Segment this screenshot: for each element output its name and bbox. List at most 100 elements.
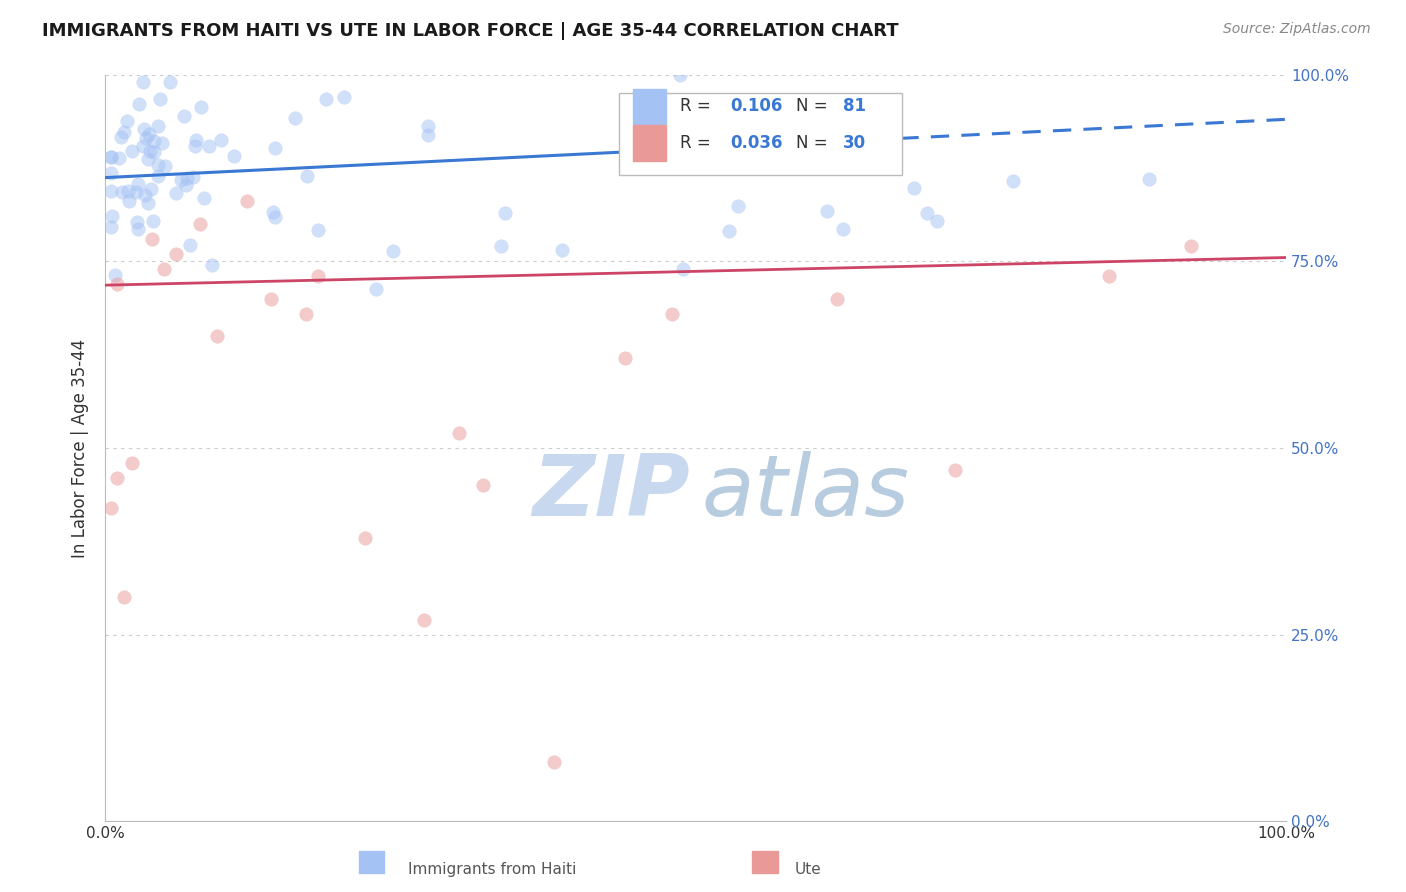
Point	[186, 133, 208, 147]
Point	[661, 307, 683, 321]
Point	[668, 68, 690, 82]
Point	[315, 92, 337, 106]
Point	[815, 204, 838, 219]
Point	[205, 329, 228, 343]
Point	[110, 129, 132, 144]
Point	[159, 75, 181, 89]
Point	[236, 194, 259, 209]
Point	[543, 755, 565, 769]
Point	[105, 277, 128, 291]
Point	[149, 92, 172, 106]
Point	[112, 125, 135, 139]
Point	[141, 182, 163, 196]
Point	[117, 184, 139, 198]
Point	[382, 244, 405, 259]
Text: R =: R =	[681, 134, 716, 152]
Text: IMMIGRANTS FROM HAITI VS UTE IN LABOR FORCE | AGE 35-44 CORRELATION CHART: IMMIGRANTS FROM HAITI VS UTE IN LABOR FO…	[42, 22, 898, 40]
Point	[101, 209, 124, 223]
Point	[132, 122, 155, 136]
Text: 81: 81	[844, 97, 866, 115]
Point	[179, 238, 201, 252]
Point	[264, 211, 287, 225]
Point	[125, 185, 148, 199]
Point	[449, 425, 471, 440]
Text: 30: 30	[844, 134, 866, 152]
Point	[139, 144, 162, 158]
Point	[1098, 269, 1121, 284]
Point	[117, 114, 139, 128]
Point	[717, 224, 740, 238]
Point	[307, 269, 329, 284]
Point	[165, 247, 187, 261]
Point	[132, 139, 155, 153]
Text: N =: N =	[796, 97, 832, 115]
Point	[100, 500, 122, 515]
Point	[143, 134, 166, 148]
Point	[181, 170, 204, 185]
Point	[153, 261, 176, 276]
Point	[166, 186, 188, 201]
Point	[136, 152, 159, 166]
Point	[295, 307, 318, 321]
Point	[284, 111, 307, 125]
Point	[551, 243, 574, 257]
Point	[472, 478, 495, 492]
Y-axis label: In Labor Force | Age 35-44: In Labor Force | Age 35-44	[72, 338, 89, 558]
Point	[173, 109, 195, 123]
Point	[193, 191, 215, 205]
Point	[418, 120, 440, 134]
Point	[146, 158, 169, 172]
Point	[146, 120, 169, 134]
Point	[209, 133, 232, 147]
Point	[264, 140, 287, 154]
Point	[104, 268, 127, 282]
Point	[190, 100, 212, 114]
Point	[150, 136, 173, 150]
Point	[138, 127, 160, 141]
Point	[170, 172, 193, 186]
Text: R =: R =	[681, 97, 716, 115]
Point	[184, 139, 207, 153]
FancyBboxPatch shape	[619, 93, 903, 176]
Point	[121, 456, 143, 470]
Point	[155, 159, 177, 173]
Point	[134, 188, 156, 202]
Point	[111, 186, 134, 200]
Point	[364, 282, 387, 296]
Point	[418, 128, 440, 142]
Point	[262, 204, 284, 219]
Point	[489, 239, 512, 253]
Point	[224, 148, 246, 162]
Text: 0.106: 0.106	[730, 97, 782, 115]
Point	[127, 215, 149, 229]
Point	[112, 591, 135, 605]
Point	[259, 292, 281, 306]
Point	[143, 145, 166, 159]
Point	[198, 139, 221, 153]
Point	[333, 89, 356, 103]
Point	[100, 166, 122, 180]
Bar	[752, 851, 778, 873]
Point	[118, 194, 141, 208]
Point	[142, 213, 165, 227]
Point	[943, 463, 966, 477]
Point	[831, 221, 853, 235]
Point	[127, 177, 149, 191]
Point	[108, 151, 131, 165]
Point	[188, 217, 211, 231]
Point	[297, 169, 319, 184]
Point	[727, 199, 749, 213]
Point	[127, 222, 149, 236]
Point	[903, 180, 925, 194]
Point	[1180, 239, 1202, 253]
Bar	[633, 125, 666, 161]
Point	[413, 613, 436, 627]
Point	[135, 130, 157, 145]
Point	[201, 258, 224, 272]
Point	[672, 261, 695, 276]
Point	[1001, 173, 1024, 187]
Text: 0.036: 0.036	[730, 134, 782, 152]
Point	[121, 144, 143, 158]
Text: Ute: Ute	[794, 863, 821, 877]
Point	[105, 471, 128, 485]
